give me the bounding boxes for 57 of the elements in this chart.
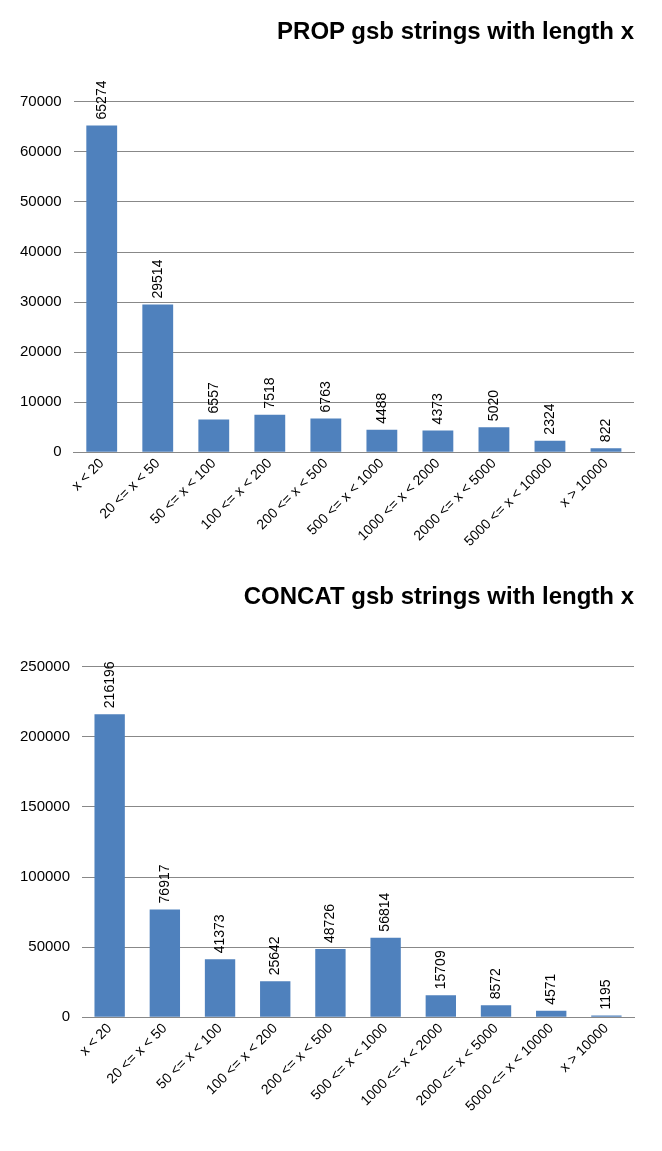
y-tick-label: 0: [61, 1007, 71, 1025]
bar: [315, 948, 346, 1017]
x-tick-label: x < 20: [75, 1019, 115, 1059]
data-label: 4488: [372, 392, 389, 424]
bar: [86, 125, 118, 452]
data-label: 76917: [155, 864, 172, 904]
data-label: 7518: [260, 377, 277, 409]
data-label: 15709: [431, 950, 448, 990]
y-tick-label: 70000: [19, 91, 62, 109]
bar: [254, 414, 286, 452]
y-tick-label: 60000: [19, 142, 62, 160]
bar: [480, 1005, 512, 1017]
bar: [310, 418, 342, 452]
chart-title: PROP gsb strings with length x: [277, 17, 635, 45]
data-label: 216196: [100, 661, 117, 709]
y-tick-label: 250000: [19, 656, 71, 674]
y-tick-label: 30000: [19, 292, 62, 310]
data-label: 41373: [210, 914, 227, 954]
data-label: 48726: [321, 903, 338, 943]
bar: [142, 304, 174, 452]
y-tick-label: 20000: [19, 342, 62, 360]
y-tick-label: 50000: [19, 192, 62, 210]
data-label: 29514: [148, 259, 165, 299]
data-label: 65274: [92, 80, 109, 120]
bar: [370, 937, 401, 1017]
data-label: 25642: [266, 936, 283, 976]
chart-title: CONCAT gsb strings with length x: [243, 582, 635, 610]
y-tick-label: 10000: [19, 392, 62, 410]
bar: [536, 1010, 567, 1017]
x-tick-label: x < 20: [68, 454, 107, 494]
bar: [94, 714, 125, 1017]
bar: [260, 981, 291, 1017]
data-label: 4571: [542, 973, 559, 1005]
data-label: 1195: [597, 979, 614, 1010]
bar: [534, 440, 566, 452]
bar: [366, 429, 398, 452]
y-tick-label: 40000: [19, 242, 62, 260]
y-tick-label: 50000: [28, 937, 71, 955]
bar: [198, 419, 230, 452]
bar: [478, 427, 510, 452]
bar: [204, 959, 236, 1017]
data-label: 5020: [484, 389, 501, 422]
bar: [422, 430, 454, 452]
data-label: 6557: [204, 382, 221, 414]
y-tick-label: 150000: [19, 797, 71, 815]
data-label: 6763: [316, 381, 333, 413]
y-tick-label: 0: [53, 442, 62, 460]
bar: [149, 909, 181, 1017]
y-tick-label: 200000: [19, 727, 71, 745]
data-label: 56814: [376, 892, 393, 932]
bar: [590, 448, 622, 452]
data-label: 822: [596, 418, 613, 443]
y-tick-label: 100000: [19, 867, 71, 885]
data-label: 8572: [486, 967, 503, 1000]
data-label: 2324: [540, 403, 557, 435]
data-label: 4373: [428, 393, 445, 425]
bar: [425, 995, 456, 1017]
